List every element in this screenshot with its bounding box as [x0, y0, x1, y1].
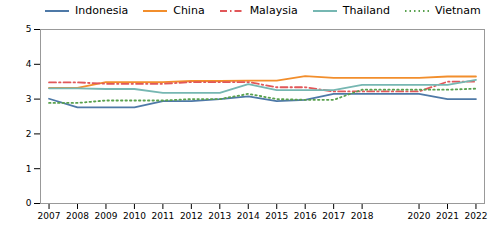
- svg-text:2012: 2012: [180, 211, 203, 221]
- svg-text:2020: 2020: [408, 211, 431, 221]
- svg-text:2015: 2015: [265, 211, 288, 221]
- svg-text:4: 4: [26, 59, 32, 69]
- html-text:Malaysia: Malaysia: [249, 4, 298, 17]
- svg-text:2016: 2016: [294, 211, 317, 221]
- svg-text:2017: 2017: [322, 211, 345, 221]
- svg-text:5: 5: [26, 24, 32, 34]
- svg-text:2010: 2010: [123, 211, 146, 221]
- html-text:China: China: [173, 4, 205, 17]
- svg-text:2022: 2022: [465, 211, 488, 221]
- svg-text:2008: 2008: [66, 211, 89, 221]
- svg-text:2014: 2014: [237, 211, 260, 221]
- svg-text:2018: 2018: [351, 211, 374, 221]
- svg-text:2007: 2007: [38, 211, 61, 221]
- svg-text:2: 2: [26, 129, 32, 139]
- svg-text:2011: 2011: [151, 211, 174, 221]
- svg-text:2009: 2009: [95, 211, 118, 221]
- svg-text:2021: 2021: [436, 211, 459, 221]
- html-text:Vietnam: Vietnam: [435, 4, 481, 17]
- svg-text:0: 0: [26, 198, 32, 208]
- svg-text:1: 1: [26, 164, 32, 174]
- html-text:Thailand: Thailand: [342, 4, 390, 17]
- svg-text:2013: 2013: [208, 211, 231, 221]
- svg-text:3: 3: [26, 94, 32, 104]
- html-text:Indonesia: Indonesia: [75, 4, 129, 17]
